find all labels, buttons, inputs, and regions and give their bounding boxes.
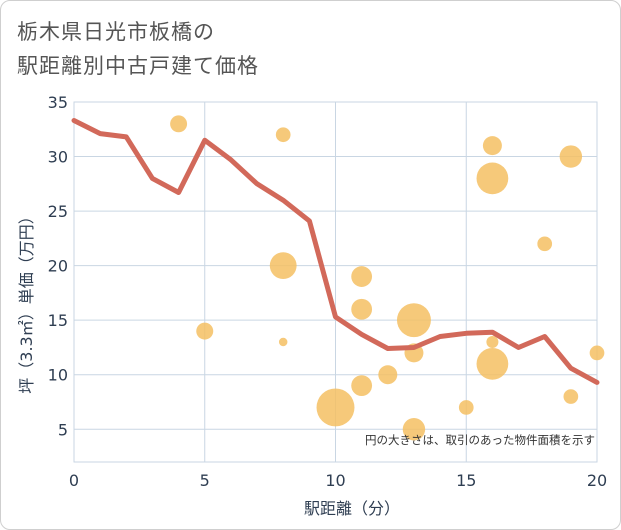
bubble-point bbox=[351, 298, 373, 320]
y-tick-label: 30 bbox=[48, 148, 68, 167]
bubble-point bbox=[196, 322, 214, 340]
y-tick-label: 20 bbox=[48, 257, 68, 276]
chart-title-line-2: 駅距離別中古戸建て価格 bbox=[17, 54, 259, 78]
bubble-point bbox=[476, 162, 509, 195]
bubble-point bbox=[351, 375, 373, 397]
y-tick-label: 15 bbox=[48, 311, 68, 330]
bubble-point bbox=[563, 389, 579, 404]
x-tick-label: 10 bbox=[325, 471, 345, 490]
bubble-point bbox=[559, 145, 583, 168]
bubble-point bbox=[476, 347, 509, 380]
bubble-point bbox=[396, 303, 431, 338]
y-tick-label: 35 bbox=[48, 93, 68, 112]
series-line-average bbox=[71, 118, 600, 385]
x-tick-label: 5 bbox=[200, 471, 210, 490]
bubble-point bbox=[482, 136, 502, 156]
bubble-point bbox=[170, 115, 188, 133]
chart-title-line-1: 栃木県日光市板橋の bbox=[17, 20, 215, 44]
series-layer bbox=[71, 118, 600, 385]
bubble-point bbox=[275, 127, 291, 143]
chart-annotation: 円の大きさは、取引のあった物件面積を示す bbox=[365, 433, 595, 447]
bubble-point bbox=[402, 418, 426, 441]
bubble-point bbox=[378, 365, 398, 385]
y-tick-label: 25 bbox=[48, 202, 68, 221]
x-tick-label: 15 bbox=[456, 471, 476, 490]
bubble-point bbox=[486, 336, 499, 348]
y-tick-label: 5 bbox=[58, 420, 68, 439]
tick-labels: 0 5 10 15 20 5 10 15 20 25 30 35 bbox=[48, 93, 608, 490]
bubble-point bbox=[316, 388, 355, 427]
bubble-layer bbox=[170, 115, 605, 441]
bubble-point bbox=[458, 400, 474, 415]
y-tick-label: 10 bbox=[48, 366, 68, 385]
x-tick-label: 20 bbox=[587, 471, 607, 490]
bubble-point bbox=[351, 266, 373, 287]
bubble-point bbox=[589, 345, 605, 361]
bubble-point bbox=[537, 236, 553, 252]
chart-title: 栃木県日光市板橋の 駅距離別中古戸建て価格 bbox=[17, 15, 259, 83]
y-axis-title: 坪（3.3㎡）単価（万円） bbox=[17, 208, 36, 393]
bubble-point bbox=[278, 337, 288, 347]
x-axis-title: 駅距離（分） bbox=[304, 499, 400, 518]
x-tick-label: 0 bbox=[69, 471, 79, 490]
bubble-point bbox=[269, 252, 297, 280]
